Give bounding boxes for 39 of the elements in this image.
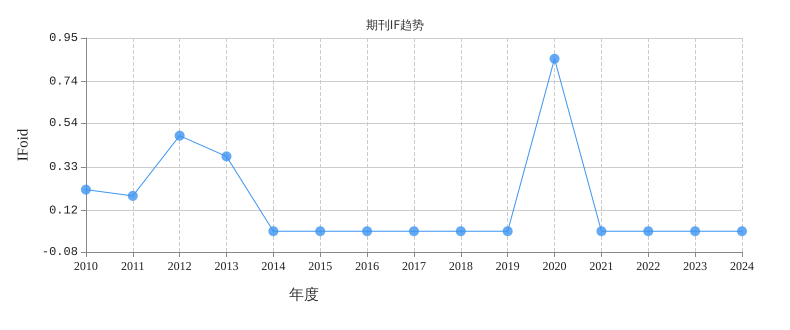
point bbox=[690, 226, 700, 236]
x-tick-label: 2017 bbox=[402, 259, 426, 273]
x-tick-label: 2018 bbox=[448, 259, 473, 273]
x-tick-label: 2022 bbox=[636, 259, 660, 273]
y-tick-label: 0.74 bbox=[49, 74, 78, 89]
x-tick-label: 2016 bbox=[355, 259, 380, 273]
x-tick-label: 2013 bbox=[214, 259, 238, 273]
chart-title: 期刊IF趋势 bbox=[366, 18, 424, 32]
y-tick-label: 0.54 bbox=[49, 116, 78, 130]
x-axis-title: 年度 bbox=[288, 286, 319, 304]
point bbox=[222, 151, 232, 162]
point bbox=[315, 226, 326, 236]
point bbox=[268, 226, 278, 236]
y-axis-title: IFoid bbox=[16, 128, 32, 162]
y-tick-label: -0.08 bbox=[42, 245, 78, 259]
point bbox=[174, 130, 185, 141]
point bbox=[362, 226, 372, 236]
point bbox=[80, 184, 91, 195]
y-tick-label: 0.12 bbox=[49, 203, 78, 218]
x-tick-label: 2011 bbox=[120, 259, 145, 273]
x-tick-label: 2012 bbox=[168, 259, 192, 273]
y-tick-label: 0.33 bbox=[49, 160, 78, 174]
point bbox=[596, 226, 606, 236]
x-tick-label: 2023 bbox=[683, 259, 708, 273]
x-tick-label: 2021 bbox=[589, 259, 614, 273]
point bbox=[128, 190, 138, 201]
x-tick-label: 2020 bbox=[542, 259, 567, 273]
y-tick-label: 0.95 bbox=[49, 31, 78, 45]
point bbox=[737, 226, 747, 236]
point bbox=[643, 226, 654, 236]
point bbox=[456, 226, 466, 236]
x-tick-label: 2024 bbox=[730, 259, 754, 273]
point bbox=[408, 226, 419, 236]
x-tick-label: 2015 bbox=[308, 259, 332, 273]
point bbox=[550, 54, 560, 64]
x-tick-label: 2014 bbox=[261, 259, 286, 273]
x-tick-label: 2019 bbox=[496, 259, 520, 273]
x-tick-label: 2010 bbox=[74, 259, 98, 273]
point bbox=[502, 226, 513, 236]
